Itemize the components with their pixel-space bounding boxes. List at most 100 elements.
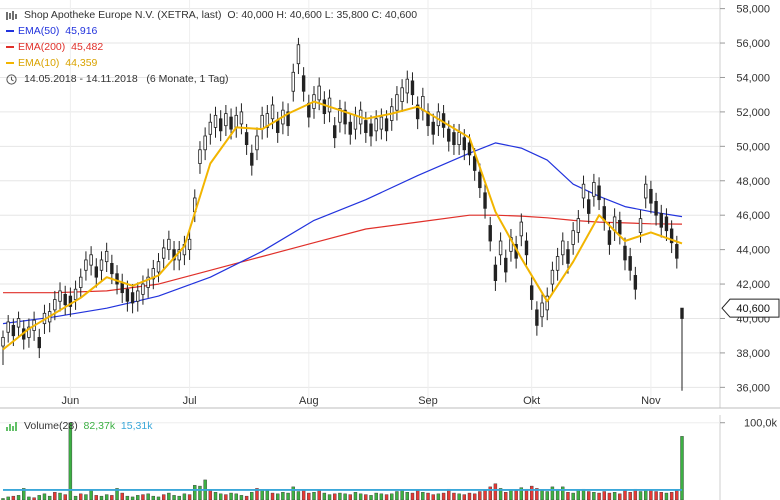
volume-bar [483, 490, 487, 500]
legend: Shop Apotheke Europe N.V. (XETRA, last) … [6, 7, 417, 87]
candle-body [213, 114, 218, 128]
candle-body [447, 128, 451, 142]
candle-body [664, 216, 669, 232]
volume-bar [571, 492, 575, 500]
volume-bar [296, 491, 301, 500]
title-row: Shop Apotheke Europe N.V. (XETRA, last) … [6, 7, 417, 23]
candlestick-icon [6, 10, 18, 20]
volume-bar [239, 495, 244, 500]
candle-body [218, 118, 223, 132]
volume-bar [680, 436, 684, 500]
candle-body [649, 188, 653, 204]
candle-body [493, 264, 498, 282]
volume-bar [545, 491, 549, 500]
ohlc-values: O: 40,000 H: 40,600 L: 35,800 C: 40,600 [227, 9, 418, 21]
candle-body [276, 120, 280, 133]
volume-bar [141, 494, 145, 500]
candle-body [623, 245, 627, 261]
volume-bar [452, 492, 456, 500]
volume-bar [587, 491, 591, 500]
candle-body [669, 228, 674, 244]
ema50-legend[interactable]: EMA(50) 45,916 [6, 23, 417, 39]
candle-body [405, 78, 409, 94]
candle-body [519, 221, 524, 237]
volume-bar [104, 494, 109, 500]
volume-bar [602, 491, 606, 500]
candle-body [592, 182, 596, 197]
volume-bar [405, 492, 409, 500]
volume-bar [99, 495, 104, 500]
volume-bar [322, 492, 327, 500]
volume-bar [125, 495, 130, 500]
candle-body [286, 111, 290, 127]
volume-bar [410, 492, 415, 500]
volume-bar [421, 492, 425, 500]
volume-bar [161, 494, 166, 500]
volume-bar [592, 492, 596, 500]
candle-body [353, 114, 358, 130]
candle-body [255, 135, 259, 151]
candle-body [244, 132, 249, 146]
volume-bar [265, 490, 270, 500]
candle-body [327, 97, 332, 113]
candle-body [115, 273, 119, 285]
candle-body [633, 275, 638, 290]
volume-bar [358, 493, 363, 500]
candle-body [509, 237, 513, 252]
volume-bar [623, 490, 627, 500]
candle-body [239, 111, 244, 125]
time-axis: Jun Jul Aug Sep Okt Nov [0, 395, 780, 409]
volume-bar [58, 492, 62, 500]
candle-body [89, 254, 93, 266]
volume-bar [566, 492, 570, 500]
volume-bar [11, 495, 16, 500]
volume-bar [426, 492, 430, 500]
candle-body [333, 125, 337, 139]
volume-bar [94, 495, 98, 500]
last-price-label: 40,600 [736, 303, 770, 315]
volume-bar [63, 494, 67, 500]
ema10-legend[interactable]: EMA(10) 44,359 [6, 55, 417, 71]
volume-bar [400, 490, 404, 500]
candle-body [452, 132, 456, 146]
candle-body [529, 285, 534, 300]
volume-bar [612, 492, 617, 500]
date-range: 14.05.2018 - 14.11.2018 [24, 73, 138, 85]
volume-bar [286, 492, 290, 500]
volume-bar [16, 495, 21, 500]
candle-body [322, 99, 327, 115]
price-tick-label: 48,000 [736, 176, 770, 188]
candle-body [37, 337, 41, 349]
volume-bar [1, 498, 5, 500]
volume-bar [415, 490, 420, 500]
candle-body [338, 108, 342, 123]
candle-body [130, 292, 135, 304]
candle-body [161, 247, 166, 259]
candle-body [659, 213, 663, 228]
volume-bar [369, 495, 373, 500]
volume-bar [47, 495, 52, 500]
volume-bar [675, 490, 679, 500]
volume-bar [472, 493, 477, 500]
candle-body [27, 326, 31, 338]
ema10-line [2, 100, 683, 351]
candle-body [198, 149, 202, 164]
volume-bar [659, 492, 663, 500]
volume-bar [307, 492, 311, 500]
volume-bar [53, 492, 57, 500]
candle-body [364, 120, 368, 133]
ema200-swatch [6, 46, 14, 48]
ema200-legend[interactable]: EMA(200) 45,482 [6, 39, 417, 55]
price-tick-label: 36,000 [736, 382, 770, 394]
month-label: Nov [641, 395, 661, 407]
volume-bar [607, 492, 612, 500]
ema10-swatch [6, 62, 14, 64]
candle-body [545, 295, 549, 311]
candle-body [16, 318, 21, 328]
candle-body [472, 156, 477, 171]
candle-body [415, 104, 420, 120]
candle-body [561, 240, 565, 256]
volume-bar [167, 492, 171, 500]
volume-bar [353, 492, 358, 500]
